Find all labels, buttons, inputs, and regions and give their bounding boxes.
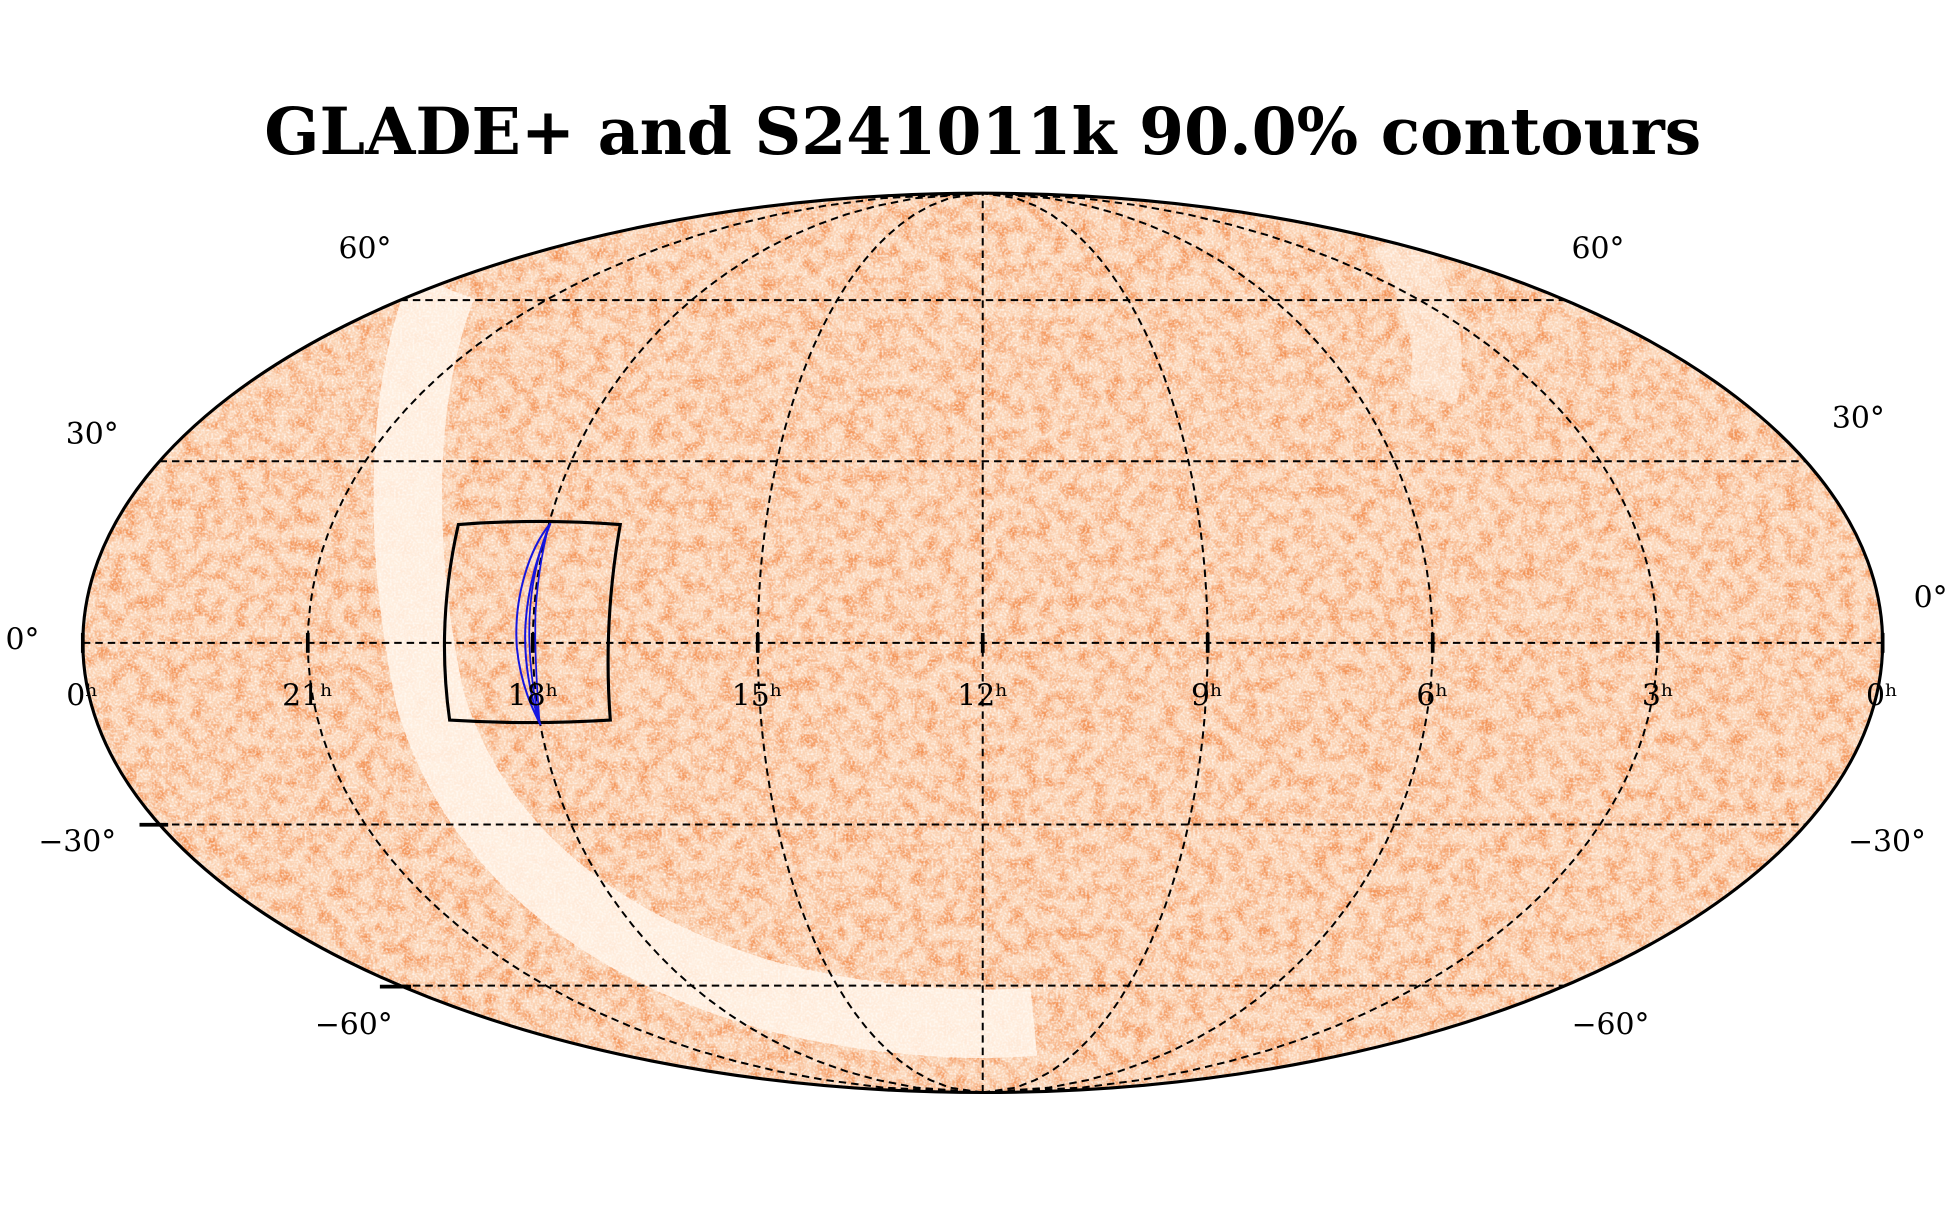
- dec-label: 30°: [66, 417, 119, 452]
- dec-label: −60°: [315, 1007, 393, 1042]
- dec-label: 0°: [5, 623, 39, 658]
- dec-label: −30°: [38, 824, 116, 859]
- graticule: [80, 192, 1885, 1094]
- ra-label: 6ʰ: [1416, 679, 1448, 714]
- sky-border: [81, 191, 1885, 1095]
- ra-label: 18ʰ: [508, 679, 559, 714]
- meridian: [982, 192, 1659, 1094]
- ra-label: 15ʰ: [732, 679, 783, 714]
- ra-label: 21ʰ: [282, 679, 333, 714]
- dec-label: −30°: [1848, 824, 1926, 859]
- contour: [528, 527, 549, 721]
- dec-label: 30°: [1832, 401, 1885, 436]
- dec-label: 60°: [1572, 232, 1625, 267]
- meridian: [982, 192, 1434, 1094]
- dec-label: 0°: [1914, 580, 1948, 615]
- ra-label: 0ʰ: [1866, 679, 1898, 714]
- zoom-box: [442, 519, 623, 725]
- meridian: [982, 192, 1209, 1094]
- dec-label: 60°: [338, 232, 391, 267]
- ra-label: 3ʰ: [1642, 679, 1674, 714]
- ra-label: 0ʰ: [66, 679, 98, 714]
- meridian: [531, 192, 983, 1094]
- dec-label: −60°: [1571, 1007, 1649, 1042]
- map-title: GLADE+ and S241011k 90.0% contours: [264, 94, 1701, 170]
- meridian: [306, 192, 983, 1094]
- meridian: [756, 192, 983, 1094]
- ra-label: 12ʰ: [957, 679, 1008, 714]
- ra-label: 9ʰ: [1191, 679, 1223, 714]
- contour: [515, 522, 552, 726]
